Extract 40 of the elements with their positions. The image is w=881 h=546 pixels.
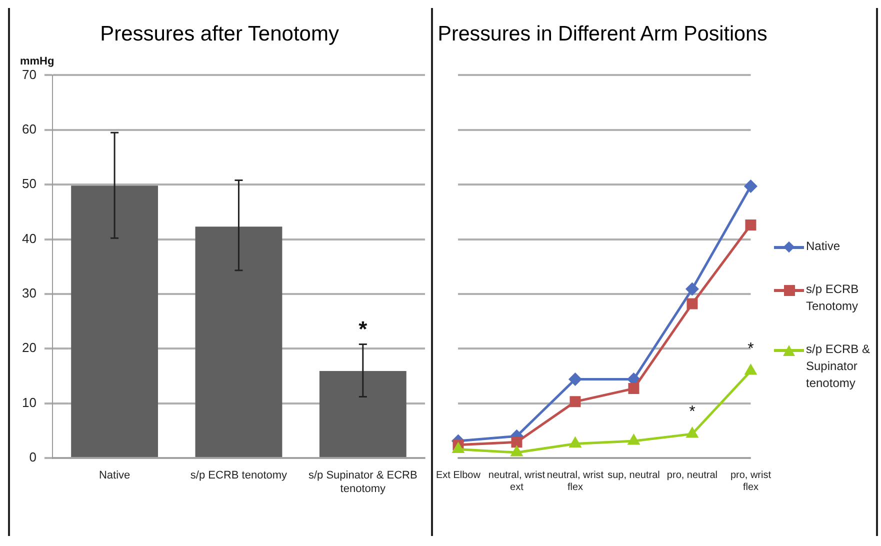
legend-label: Native — [806, 238, 840, 255]
point — [745, 364, 756, 375]
point — [745, 220, 756, 231]
legend-label: s/p ECRB Tenotomy — [806, 281, 860, 315]
y-tick-label: 40 — [22, 230, 36, 246]
y-tick-label: 0 — [29, 450, 36, 465]
x-tick-label: s/p Supinator & ECRB tenotomy — [308, 470, 418, 495]
annotation: * — [689, 403, 696, 420]
x-tick-label: pro, wrist flex — [730, 470, 772, 493]
x-tick-label: Ext Elbow — [436, 470, 482, 481]
point — [686, 428, 698, 438]
y-tick-label: 60 — [22, 121, 36, 136]
point — [452, 443, 464, 453]
point — [628, 383, 640, 394]
chart-title: Pressures in Different Arm Positions — [438, 22, 768, 46]
y-axis-title: mmHg — [20, 56, 54, 68]
y-tick-label: 20 — [22, 340, 36, 356]
point — [570, 438, 581, 448]
chart-title: Pressures after Tenotomy — [100, 22, 340, 46]
x-tick-label: neutral, wrist flex — [546, 470, 604, 493]
point — [568, 373, 582, 386]
y-tick-label: 70 — [22, 66, 36, 82]
annotation: * — [358, 316, 368, 342]
x-tick-label: sup, neutral — [608, 470, 660, 481]
point — [628, 434, 640, 445]
y-tick-label: 50 — [22, 176, 36, 192]
x-tick-label: pro, neutral — [666, 470, 718, 481]
annotation: * — [748, 340, 754, 358]
point — [570, 396, 581, 408]
y-tick-label: 30 — [22, 286, 36, 301]
legend-label: s/p ECRB & Supinator tenotomy — [806, 341, 872, 392]
y-tick-label: 10 — [22, 394, 36, 410]
x-tick-label: s/p ECRB tenotomy — [190, 470, 288, 482]
point — [511, 436, 522, 448]
point — [511, 446, 522, 456]
x-tick-label: neutral, wrist ext — [488, 470, 546, 493]
point — [744, 180, 757, 192]
point — [686, 298, 698, 310]
x-tick-label: Native — [98, 470, 130, 482]
point — [686, 282, 698, 296]
